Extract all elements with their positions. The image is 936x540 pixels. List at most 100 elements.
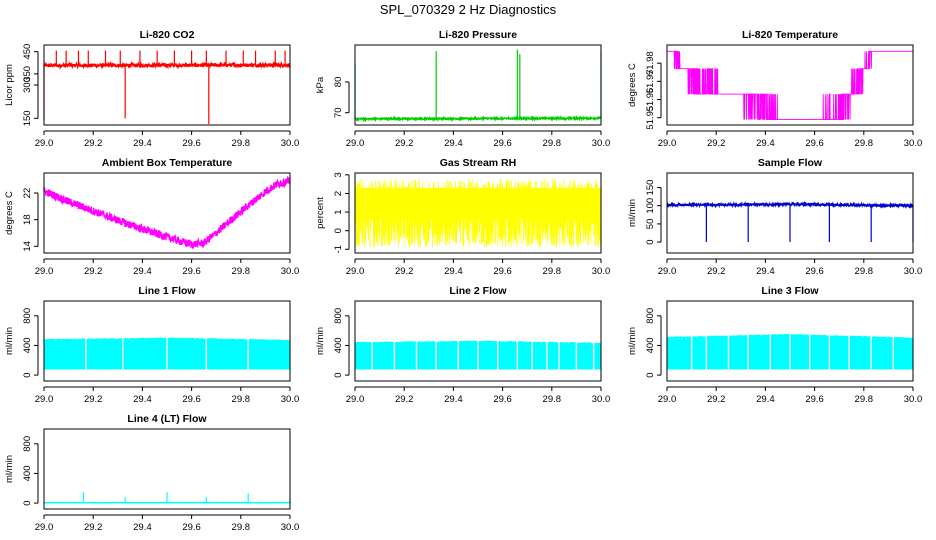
x-tick-label: 29.2 <box>395 266 414 277</box>
x-tick-label: 29.8 <box>855 138 874 149</box>
y-tick-label: 18 <box>22 214 33 225</box>
series-line <box>667 50 913 120</box>
x-tick-label: 29.2 <box>84 522 103 533</box>
x-tick-label: 29.2 <box>84 394 103 405</box>
data-series <box>43 50 291 124</box>
x-tick-label: 29.0 <box>658 138 677 149</box>
x-axis: 29.0 29.2 29.4 29.6 29.8 30.0 <box>35 130 299 149</box>
y-tick-label: 51.95 <box>645 106 656 130</box>
y-axis-label: percent <box>315 197 326 229</box>
y-tick-label: 150 <box>645 180 656 196</box>
x-tick-label: 29.4 <box>756 394 775 405</box>
y-tick-label: 50 <box>645 219 656 230</box>
y-tick-label: 100 <box>645 198 656 214</box>
y-tick-label: 70 <box>333 107 344 118</box>
x-tick-label: 29.4 <box>133 266 152 277</box>
y-axis-label: Licor ppm <box>4 64 15 106</box>
panel-4: Ambient Box Temperature degrees C 29.0 29.2… <box>4 157 299 277</box>
series-core <box>355 187 601 220</box>
x-tick-label: 30.0 <box>592 394 611 405</box>
panel-title: Line 2 Flow <box>449 285 507 297</box>
panel-1: Li-820 CO2 Licor ppm 29.0 29.2 29.4 29.6 29.8 3… <box>4 29 299 149</box>
y-tick-label: 400 <box>333 338 344 354</box>
x-tick-label: 29.0 <box>346 394 365 405</box>
y-axis-label: degrees C <box>4 191 15 235</box>
data-series <box>354 340 602 371</box>
y-tick-label: 400 <box>22 466 33 482</box>
x-tick-label: 29.6 <box>182 394 201 405</box>
y-axis-label: degrees C <box>627 63 638 107</box>
plot-frame <box>43 172 291 254</box>
y-axis-label: ml/min <box>627 199 638 227</box>
panel-5: Gas Stream RH percent 29.0 29.2 29.4 29.6 29.8… <box>315 157 610 277</box>
panel-title: Line 1 Flow <box>138 285 196 297</box>
x-tick-label: 29.4 <box>444 138 463 149</box>
x-tick-label: 30.0 <box>904 266 923 277</box>
y-tick-label: -1 <box>333 245 344 253</box>
x-tick-label: 29.6 <box>805 266 824 277</box>
x-tick-label: 29.4 <box>133 522 152 533</box>
plot-frame <box>666 300 914 382</box>
x-tick-label: 29.4 <box>133 138 152 149</box>
data-series <box>666 333 914 371</box>
x-axis: 29.0 29.2 29.4 29.6 29.8 30.0 <box>346 130 610 149</box>
x-tick-label: 30.0 <box>281 266 300 277</box>
x-tick-label: 29.2 <box>707 394 726 405</box>
x-tick-label: 29.8 <box>543 138 562 149</box>
y-tick-label: 800 <box>22 308 33 324</box>
y-axis-label: ml/min <box>315 327 326 355</box>
x-tick-label: 29.6 <box>182 266 201 277</box>
x-tick-label: 29.4 <box>133 394 152 405</box>
x-tick-label: 29.2 <box>707 138 726 149</box>
y-axis: 0 400 800 <box>333 308 350 378</box>
y-tick-label: 800 <box>22 436 33 452</box>
x-tick-label: 29.0 <box>658 394 677 405</box>
x-tick-label: 30.0 <box>592 266 611 277</box>
y-tick-label: 0 <box>22 372 33 377</box>
x-tick-label: 29.6 <box>805 138 824 149</box>
y-axis: 0 400 800 <box>645 308 662 378</box>
data-series <box>354 49 602 123</box>
x-tick-label: 29.4 <box>444 266 463 277</box>
x-tick-label: 30.0 <box>281 394 300 405</box>
x-tick-label: 29.8 <box>543 266 562 277</box>
y-axis-label: ml/min <box>4 327 15 355</box>
y-axis: 70 80 <box>333 77 350 118</box>
y-tick-label: 0 <box>645 372 656 377</box>
panel-title: Li-820 Temperature <box>742 29 838 41</box>
panel-9: Line 3 Flow ml/min 29.0 29.2 29.4 29.6 29.8 30.… <box>627 285 922 405</box>
panel-title: Ambient Box Temperature <box>102 157 233 169</box>
plot-frame <box>354 44 602 126</box>
x-tick-label: 29.6 <box>805 394 824 405</box>
plot-frame <box>354 172 602 254</box>
y-tick-label: 400 <box>22 338 33 354</box>
x-tick-label: 29.6 <box>182 522 201 533</box>
y-tick-label: 14 <box>22 241 33 252</box>
panel-title: Line 3 Flow <box>761 285 819 297</box>
y-tick-label: 0 <box>333 228 344 233</box>
x-tick-label: 29.0 <box>346 266 365 277</box>
x-tick-label: 29.8 <box>232 522 251 533</box>
panel-title: Line 4 (LT) Flow <box>127 413 207 425</box>
x-tick-label: 29.6 <box>493 138 512 149</box>
panel-title: Li-820 CO2 <box>140 29 195 41</box>
panel-6: Sample Flow ml/min 29.0 29.2 29.4 29.6 29.8 30.… <box>627 157 922 277</box>
y-axis: 0 400 800 <box>22 436 39 506</box>
x-tick-label: 29.0 <box>35 522 54 533</box>
panel-title: Sample Flow <box>758 157 823 169</box>
y-axis-label: ml/min <box>627 327 638 355</box>
x-axis: 29.0 29.2 29.4 29.6 29.8 30.0 <box>35 386 300 405</box>
x-tick-label: 29.6 <box>493 394 512 405</box>
y-tick-label: 1 <box>333 209 344 214</box>
y-tick-label: 3 <box>333 172 344 177</box>
x-tick-label: 29.0 <box>35 266 54 277</box>
data-series <box>43 491 291 504</box>
y-tick-label: 51.96 <box>645 88 656 112</box>
y-tick-label: 450 <box>22 44 33 60</box>
panel-title: Gas Stream RH <box>440 157 516 169</box>
panel-7: Line 1 Flow ml/min 29.0 29.2 29.4 29.6 29.8 30.… <box>4 285 299 405</box>
x-tick-label: 29.2 <box>395 394 414 405</box>
